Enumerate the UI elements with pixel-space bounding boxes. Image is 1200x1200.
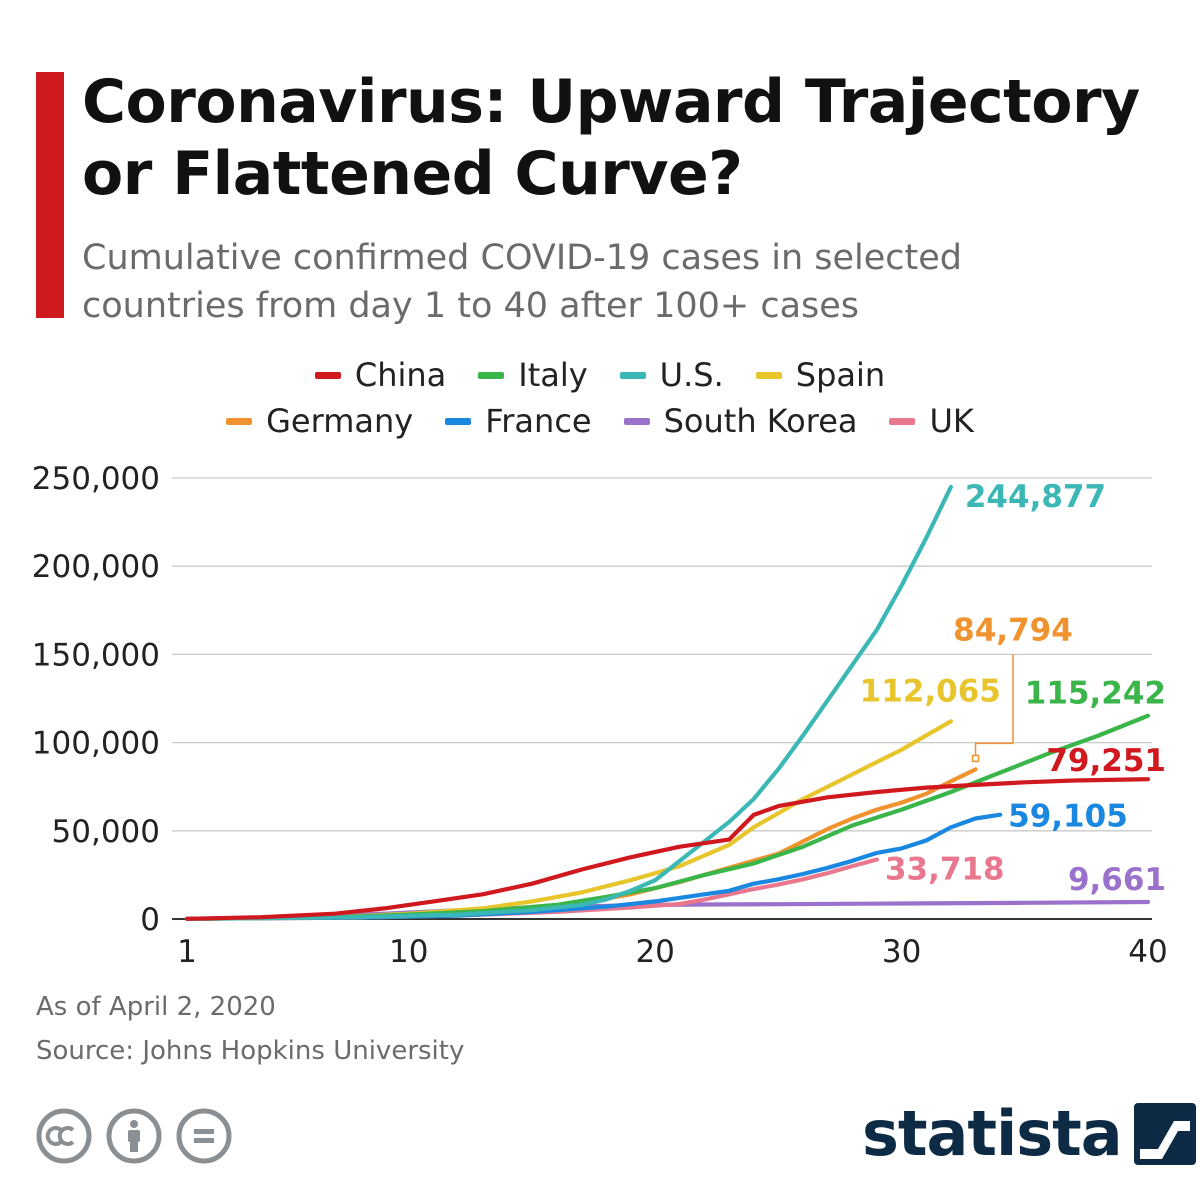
legend-item-spain: Spain (755, 352, 886, 398)
creative-commons-icon[interactable] (36, 1108, 92, 1164)
y-tick-label: 50,000 (52, 814, 160, 850)
statista-brand[interactable]: statista (862, 1098, 1196, 1170)
end-label-germany: 84,794 (953, 612, 1073, 648)
x-tick-label: 10 (389, 934, 428, 970)
series-line-china (184, 777, 1151, 921)
legend-swatch-china (314, 371, 341, 379)
y-tick-label: 200,000 (32, 549, 160, 585)
legend-row-1: China Italy U.S. Spain (0, 352, 1200, 398)
source-note: Source: Johns Hopkins University (36, 1036, 465, 1066)
legend-swatch-uk (889, 417, 916, 425)
end-label-china: 79,251 (1046, 743, 1166, 779)
end-label-france: 59,105 (1008, 799, 1128, 835)
legend-item-china: China (314, 352, 447, 398)
end-label-south-korea: 9,661 (1068, 862, 1166, 898)
legend-row-2: Germany France South Korea UK (0, 398, 1200, 444)
legend-item-uk: UK (889, 398, 974, 444)
legend-item-italy: Italy (478, 352, 588, 398)
callout-marker-germany (971, 754, 980, 763)
legend-label-france: France (485, 402, 592, 440)
legend-label-italy: Italy (518, 356, 588, 394)
legend-swatch-south-korea (623, 417, 650, 425)
end-label-u-s: 244,877 (965, 479, 1106, 515)
end-label-spain: 112,065 (860, 673, 1001, 709)
legend-label-spain: Spain (795, 356, 886, 394)
no-derivatives-icon[interactable] (176, 1108, 232, 1164)
x-tick-label: 1 (177, 934, 197, 970)
x-tick-label: 40 (1128, 934, 1167, 970)
legend-label-china: China (354, 356, 447, 394)
chart-subtitle: Cumulative confirmed COVID-19 cases in s… (82, 238, 962, 326)
x-tick-label: 30 (882, 934, 921, 970)
legend-label-us: U.S. (659, 356, 724, 394)
legend-item-germany: Germany (226, 398, 413, 444)
legend-label-germany: Germany (266, 402, 414, 440)
statista-logo-icon (1133, 1103, 1196, 1165)
y-tick-label: 100,000 (32, 726, 160, 762)
legend-label-south-korea: South Korea (663, 402, 858, 440)
series-line-germany (184, 767, 978, 921)
date-note: As of April 2, 2020 (36, 992, 276, 1022)
legend-swatch-france (445, 417, 472, 425)
y-tick-label: 150,000 (32, 637, 160, 673)
legend-swatch-us (619, 371, 646, 379)
legend-swatch-germany (226, 417, 253, 425)
series-line-italy (184, 713, 1151, 921)
title-accent-bar (36, 72, 64, 318)
end-label-uk: 33,718 (885, 852, 1005, 888)
legend-item-us: U.S. (619, 352, 724, 398)
y-tick-label: 0 (140, 902, 160, 938)
series-line-spain (184, 719, 954, 921)
x-tick-label: 20 (635, 934, 674, 970)
callout-leader-germany (974, 654, 1014, 756)
legend-swatch-italy (478, 371, 505, 379)
legend-item-france: France (445, 398, 592, 444)
legend-item-south-korea: South Korea (623, 398, 858, 444)
end-label-italy: 115,242 (1025, 676, 1166, 712)
y-tick-label: 250,000 (32, 461, 160, 497)
attribution-icon[interactable] (106, 1108, 162, 1164)
license-icons (36, 1108, 232, 1164)
brand-name: statista (862, 1097, 1123, 1170)
legend-swatch-spain (755, 371, 782, 379)
series-line-u-s (184, 484, 954, 921)
chart-title: Coronavirus: Upward Trajectory or Flatte… (82, 67, 1140, 209)
legend-label-uk: UK (929, 402, 974, 440)
line-chart: 0 50,000 100,000 150,000 200,000 250,000 1 10 20… (32, 461, 1168, 970)
